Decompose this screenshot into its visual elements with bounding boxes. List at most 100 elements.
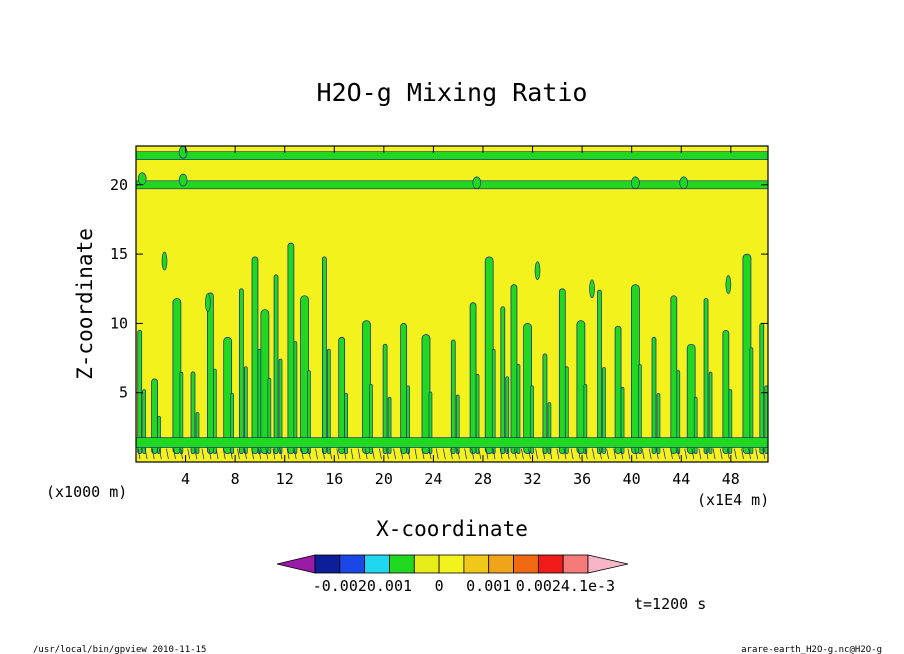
boundary-contour-1 <box>144 448 148 460</box>
boundary-contour-49 <box>485 448 489 460</box>
boundary-contour-58 <box>549 448 553 460</box>
boundary-contour-0 <box>137 448 141 460</box>
boundary-contour-81 <box>712 448 716 460</box>
colorbar-box-8 <box>513 554 539 574</box>
isolated-patch-4 <box>725 275 732 294</box>
boundary-contour-73 <box>655 448 659 460</box>
boundary-contour-21 <box>286 448 290 460</box>
boundary-contour-88 <box>762 448 766 460</box>
boundary-contour-40 <box>421 448 425 460</box>
boundary-contour-87 <box>755 448 759 460</box>
plume-sub-column-27 <box>602 367 606 454</box>
plume-sub-column-16 <box>406 385 410 454</box>
boundary-contour-14 <box>237 448 240 460</box>
boundary-contour-70 <box>634 448 638 460</box>
band-bump-5 <box>137 172 147 185</box>
plume-sub-column-21 <box>505 376 510 454</box>
plume-column-28 <box>614 325 622 455</box>
boundary-contour-32 <box>364 448 368 460</box>
colorbar-label-4: 0.002 <box>516 577 561 595</box>
boundary-contour-67 <box>613 448 617 460</box>
time-annotation: t=1200 s <box>634 595 706 613</box>
boundary-contour-53 <box>513 448 517 460</box>
colorbar-box-5 <box>438 554 465 574</box>
boundary-contour-78 <box>691 448 695 460</box>
colorbar-box-2 <box>364 554 390 574</box>
plume-sub-column-33 <box>708 371 713 454</box>
x-units-right: (x1E4 m) <box>697 491 769 509</box>
boundary-contour-77 <box>684 448 688 460</box>
boundary-contour-17 <box>258 448 262 460</box>
x-tick-label-2: 12 <box>276 470 294 488</box>
boundary-contour-13 <box>229 448 233 460</box>
footer-right: arare-earth_H2O-g.nc@H2O-g <box>741 645 882 654</box>
boundary-contour-18 <box>265 448 269 460</box>
boundary-contour-26 <box>322 448 325 460</box>
colorbar-box-1 <box>339 554 366 574</box>
plume-sub-column-22 <box>516 364 521 454</box>
plume-column-18 <box>450 339 456 455</box>
x-tick-label-11: 48 <box>722 470 740 488</box>
boundary-contour-9 <box>201 448 205 460</box>
boundary-contour-85 <box>741 448 744 460</box>
plume-sub-column-35 <box>749 347 754 454</box>
x-tick-label-7: 32 <box>524 470 542 488</box>
y-tick-label-0: 5 <box>119 384 128 402</box>
boundary-contour-63 <box>584 448 588 460</box>
boundary-contour-4 <box>166 448 169 460</box>
x-tick-label-9: 40 <box>623 470 641 488</box>
plume-column-0 <box>137 329 143 455</box>
plume-column-3 <box>190 371 196 455</box>
colorbar-labels: -0.002 0.001 0 0.001 0.002 4.1e-3 <box>313 577 615 595</box>
plume-column-34 <box>722 329 730 455</box>
plume-sub-column-1 <box>157 415 161 454</box>
boundary-contour-6 <box>180 448 183 460</box>
boundary-contour-64 <box>592 448 595 460</box>
boundary-contour-33 <box>371 448 375 460</box>
boundary-contour-31 <box>357 448 361 460</box>
footer-left: /usr/local/bin/gpview 2010-11-15 <box>33 645 206 654</box>
colorbar-label-3: 0.001 <box>466 577 511 595</box>
plume-column-33 <box>703 298 709 455</box>
boundary-contour-55 <box>528 448 531 460</box>
plume-column-4 <box>207 292 214 455</box>
boundary-contour-59 <box>556 448 560 460</box>
boundary-contour-69 <box>627 448 631 460</box>
boundary-contour-74 <box>663 448 666 460</box>
boundary-contour-52 <box>506 448 510 460</box>
isolated-patch-2 <box>589 279 595 299</box>
x-tick-label-4: 20 <box>375 470 393 488</box>
boundary-contour-51 <box>499 448 503 460</box>
boundary-contour-60 <box>563 448 567 460</box>
boundary-contour-42 <box>435 448 439 460</box>
y-axis: 5 10 15 20 <box>110 176 768 402</box>
boundary-contour-36 <box>393 448 396 460</box>
plume-column-36 <box>759 323 765 455</box>
x-axis-label: X-coordinate <box>376 517 528 541</box>
x-tick-label-3: 16 <box>325 470 343 488</box>
boundary-contour-54 <box>521 448 524 460</box>
boundary-contour-62 <box>577 448 581 460</box>
boundary-contour-61 <box>570 448 574 460</box>
x-tick-label-6: 28 <box>474 470 492 488</box>
boundary-contour-79 <box>698 448 702 460</box>
plume-column-10 <box>287 242 295 455</box>
band-bump-3 <box>631 176 640 190</box>
plume-sub-column-10 <box>293 341 298 454</box>
boundary-contour-80 <box>705 448 709 460</box>
boundary-contour-38 <box>407 448 411 460</box>
boundary-contour-83 <box>726 448 730 460</box>
upper-band-1 <box>136 180 768 190</box>
colorbar-label-0: -0.002 <box>313 577 367 595</box>
boundary-contour-50 <box>492 448 496 460</box>
lower-band <box>136 437 768 448</box>
y-axis-label: Z-coordinate <box>73 228 97 380</box>
colorbar-label-2: 0 <box>435 577 444 595</box>
boundary-contour-15 <box>244 448 247 460</box>
boundary-contour-37 <box>400 448 404 460</box>
x-axis: 4 8 12 16 20 24 28 32 36 40 44 48 <box>181 146 740 488</box>
boundary-contour-72 <box>648 448 652 460</box>
boundary-contour-89 <box>770 449 772 459</box>
boundary-contour-12 <box>222 448 226 460</box>
